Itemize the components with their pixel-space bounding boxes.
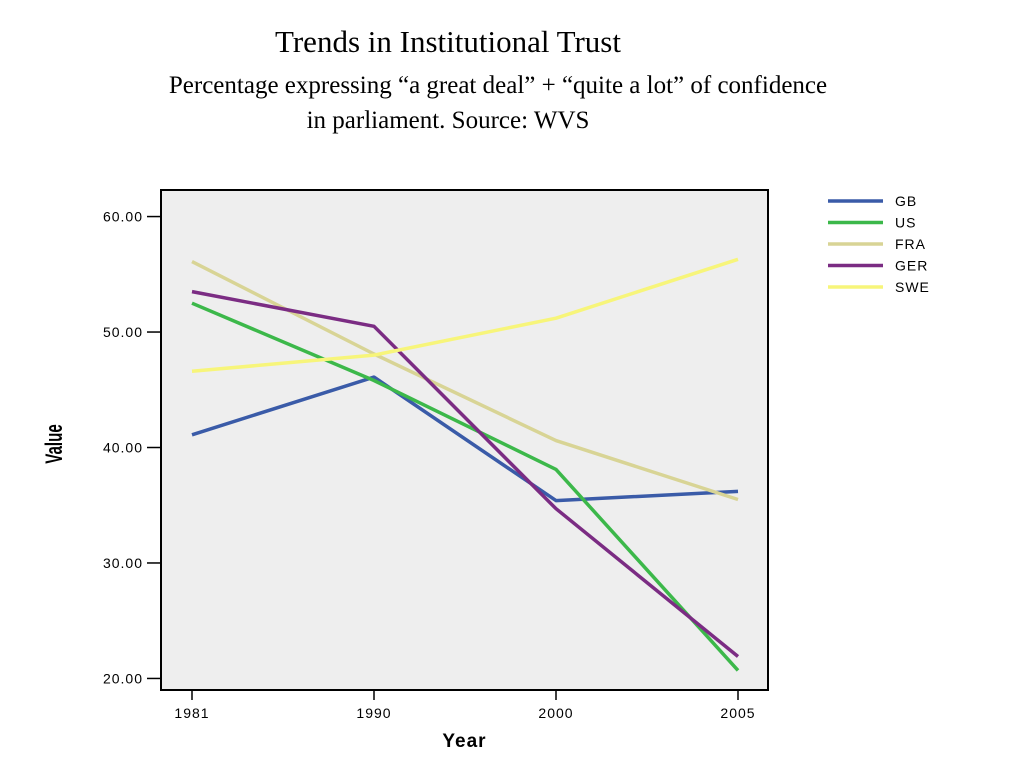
series-line-gb (191, 375, 739, 503)
x-axis: 1981 1990 2000 2005 (174, 690, 755, 721)
legend-label-fra: FRA (895, 236, 926, 252)
chart-subtitle-line-2: in parliament. Source: WVS (306, 107, 590, 134)
series-line-us (191, 301, 740, 672)
legend: GB US FRA GER SWE (828, 193, 930, 295)
x-tick-label-3: 2005 (720, 705, 755, 721)
series-lines (191, 257, 740, 672)
legend-label-gb: GB (895, 193, 917, 209)
legend-label-ger: GER (895, 258, 928, 274)
x-tick-label-2: 2000 (538, 705, 573, 721)
legend-label-swe: SWE (895, 279, 930, 295)
x-tick-label-0: 1981 (174, 705, 209, 721)
legend-label-us: US (895, 215, 916, 231)
y-tick-label-4: 60.00 (103, 209, 143, 225)
chart-title: Trends in Institutional Trust (275, 24, 621, 59)
x-tick-label-1: 1990 (356, 705, 391, 721)
y-axis: 20.00 30.00 40.00 50.00 60.00 (103, 209, 161, 686)
y-tick-label-2: 40.00 (103, 440, 143, 456)
series-line-swe (191, 257, 739, 374)
y-tick-label-0: 20.00 (103, 670, 143, 686)
chart-subtitle-line-1: Percentage expressing “a great deal” + “… (168, 72, 828, 99)
series-line-ger (191, 289, 740, 658)
plot-frame (160, 189, 769, 691)
x-axis-title: Year (442, 731, 486, 752)
y-axis-title: Value (42, 424, 68, 463)
y-tick-label-1: 30.00 (103, 555, 143, 571)
y-tick-label-3: 50.00 (103, 324, 143, 340)
